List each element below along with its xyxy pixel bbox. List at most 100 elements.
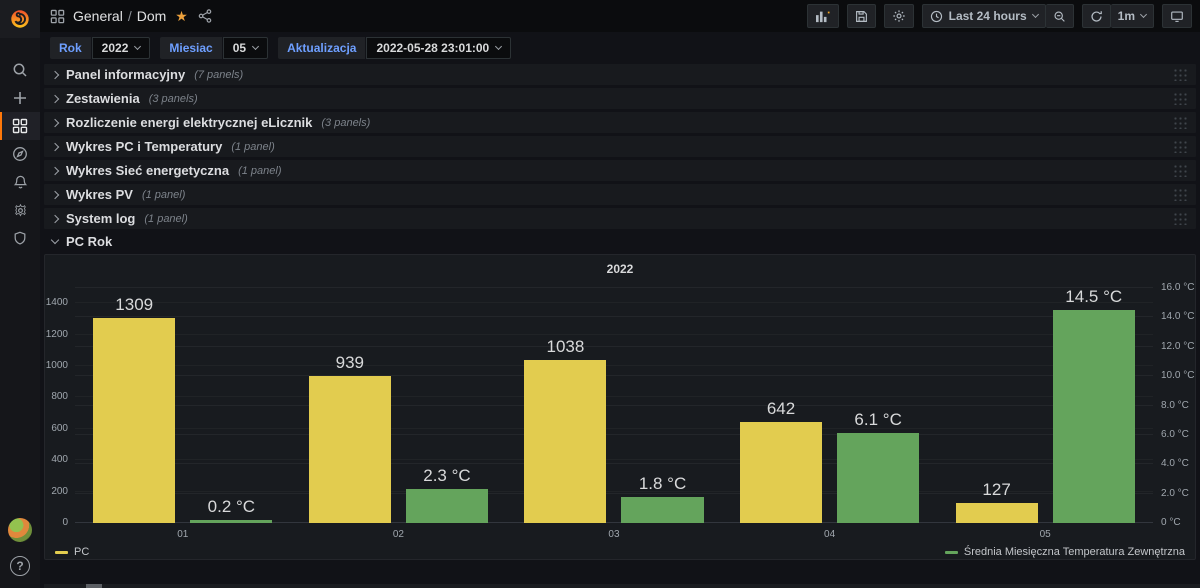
dashboard-row-system-log[interactable]: System log (1 panel)	[44, 208, 1196, 229]
variable-label[interactable]: Aktualizacja	[278, 37, 366, 59]
help-icon[interactable]: ?	[10, 556, 30, 576]
kiosk-mode-button[interactable]	[1162, 4, 1192, 28]
bar-slot: 14.5 °C	[1052, 287, 1135, 523]
right-y-axis: 16.0 °C 14.0 °C 12.0 °C 10.0 °C 8.0 °C 6.0 °C…	[1153, 283, 1195, 528]
gridline	[75, 492, 1153, 494]
breadcrumb-section[interactable]: General	[73, 8, 123, 24]
top-actions: Last 24 hours	[806, 4, 1192, 28]
bar-temp-05[interactable]	[1052, 310, 1135, 523]
search-icon	[12, 62, 28, 78]
refresh-interval-picker[interactable]: 1m	[1110, 4, 1154, 28]
bar-value-label: 14.5 °C	[1065, 287, 1123, 307]
variable-value-dropdown[interactable]: 2022-05-28 23:01:00	[366, 37, 512, 59]
variable-value-dropdown[interactable]: 05	[222, 37, 269, 59]
right-axis-tick: 6.0 °C	[1161, 428, 1189, 440]
bar-pc-02[interactable]	[308, 375, 391, 523]
chevron-down-icon	[1139, 10, 1148, 19]
share-icon[interactable]	[198, 9, 212, 23]
row-panel-count: (1 panel)	[144, 212, 188, 225]
favorite-star-icon[interactable]: ★	[175, 7, 188, 24]
row-drag-handle-icon[interactable]	[1173, 212, 1189, 225]
add-panel-button[interactable]	[806, 4, 839, 28]
bar-value-label: 1038	[546, 337, 585, 357]
left-axis-tick: 1200	[45, 328, 68, 340]
panel-title[interactable]: 2022	[606, 262, 634, 276]
refresh-button[interactable]	[1081, 4, 1111, 28]
create-plus-icon	[12, 90, 28, 106]
row-title: Zestawienia	[66, 91, 140, 106]
sidebar: ?	[0, 0, 40, 588]
row-panel-count: (3 panels)	[148, 92, 198, 105]
bar-temp-03[interactable]	[621, 496, 704, 523]
refresh-group: 1m	[1081, 4, 1154, 28]
sidebar-item-configuration-gear[interactable]	[0, 196, 40, 224]
bar-pc-05[interactable]	[955, 503, 1038, 523]
sidebar-item-dashboards[interactable]	[0, 112, 40, 140]
x-axis-tick: 01	[177, 529, 189, 540]
variable-value-dropdown[interactable]: 2022	[91, 37, 151, 59]
bar-temp-02[interactable]	[405, 489, 489, 523]
dashboard-row-rozliczenie-energi-elektrycznej-elicznik[interactable]: Rozliczenie energi elektrycznej eLicznik…	[44, 112, 1196, 133]
variable-label[interactable]: Miesiac	[160, 37, 222, 59]
next-panel-handle[interactable]	[86, 584, 102, 588]
bar-group-01: 1309 0.2 °C	[75, 288, 291, 523]
dashboard-row-pc-rok[interactable]: PC Rok	[44, 232, 1196, 250]
bar-temp-04[interactable]	[837, 433, 920, 523]
zoom-out-time-button[interactable]	[1045, 4, 1074, 28]
bar-slot: 0.2 °C	[190, 288, 273, 523]
bar-pc-03[interactable]	[524, 360, 607, 523]
top-navbar: General / Dom ★	[40, 0, 1200, 32]
row-drag-handle-icon[interactable]	[1173, 116, 1189, 129]
row-drag-handle-icon[interactable]	[1173, 164, 1189, 177]
time-range-picker[interactable]: Last 24 hours	[921, 4, 1046, 28]
variable-label[interactable]: Rok	[50, 37, 91, 59]
row-drag-handle-icon[interactable]	[1173, 92, 1189, 105]
bar-value-label: 1.8 °C	[638, 473, 687, 493]
legend-item-pc[interactable]: PC	[55, 546, 89, 558]
right-axis-tick: 12.0 °C	[1161, 340, 1195, 352]
sidebar-item-search[interactable]	[0, 56, 40, 84]
bar-pc-04[interactable]	[739, 422, 823, 523]
bar-temp-01[interactable]	[190, 520, 273, 523]
bar-pc-01[interactable]	[93, 317, 176, 523]
grafana-logo[interactable]	[0, 0, 40, 38]
variable-value-text: 05	[232, 41, 247, 55]
chevron-right-icon	[50, 94, 60, 103]
dashboard-row-wykres-sie-energetyczna[interactable]: Wykres Sieć energetyczna (1 panel)	[44, 160, 1196, 181]
user-avatar[interactable]	[8, 518, 32, 542]
bar-group-02: 939 2.3 °C	[291, 288, 507, 523]
chevron-right-icon	[50, 166, 60, 175]
row-title: Wykres PV	[66, 187, 133, 202]
server-admin-shield-icon	[13, 230, 27, 246]
sidebar-item-explore-compass[interactable]	[0, 140, 40, 168]
pc-rok-chart-panel[interactable]: 2022 1400 1200 1000 800 600 400 200 0 16.0 °C 14…	[44, 254, 1196, 560]
sidebar-item-create-plus[interactable]	[0, 84, 40, 112]
chevron-down-icon	[134, 42, 142, 51]
bar-value-label: 642	[766, 399, 796, 419]
dashboard-settings-button[interactable]	[883, 4, 914, 28]
dashboard-row-zestawienia[interactable]: Zestawienia (3 panels)	[44, 88, 1196, 109]
bar-group-05: 127 14.5 °C	[937, 287, 1153, 523]
dashboard-row-wykres-pc-i-temperatury[interactable]: Wykres PC i Temperatury (1 panel)	[44, 136, 1196, 157]
dashboard-row-panel-informacyjny[interactable]: Panel informacyjny (7 panels)	[44, 64, 1196, 85]
row-title: PC Rok	[66, 233, 113, 249]
row-drag-handle-icon[interactable]	[1173, 188, 1189, 201]
chevron-right-icon	[50, 190, 60, 199]
breadcrumb-page[interactable]: Dom	[136, 8, 167, 24]
legend-item-temperature[interactable]: Średnia Miesięczna Temperatura Zewnętrzn…	[944, 546, 1185, 558]
bar-slot: 642	[739, 288, 823, 523]
dashboard-row-wykres-pv[interactable]: Wykres PV (1 panel)	[44, 184, 1196, 205]
bar-value-label: 0.2 °C	[207, 497, 256, 517]
row-drag-handle-icon[interactable]	[1173, 140, 1189, 153]
save-dashboard-button[interactable]	[846, 4, 876, 28]
x-axis-tick: 05	[1039, 529, 1051, 540]
row-drag-handle-icon[interactable]	[1173, 68, 1189, 81]
bar-slot: 939	[308, 288, 391, 523]
sidebar-item-alerting-bell[interactable]	[0, 168, 40, 196]
bar-value-label: 6.1 °C	[854, 410, 902, 430]
variable-value-text: 2022-05-28 23:01:00	[376, 41, 490, 55]
x-axis-tick: 04	[824, 529, 836, 540]
sidebar-item-server-admin-shield[interactable]	[0, 224, 40, 252]
x-axis-tick: 02	[392, 529, 404, 540]
row-title: Panel informacyjny	[66, 67, 186, 82]
